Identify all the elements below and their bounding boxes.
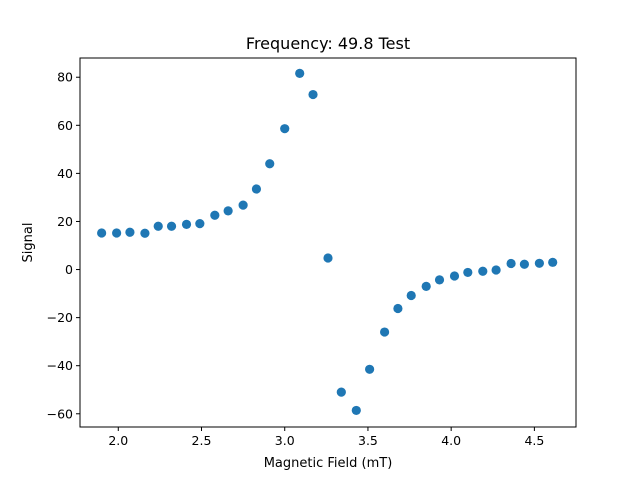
y-tick-label: 40: [57, 166, 73, 181]
x-tick-label: 3.5: [358, 433, 378, 448]
x-tick-label: 4.0: [441, 433, 461, 448]
y-tick-label: 0: [65, 262, 73, 277]
data-point: [478, 266, 488, 276]
data-point: [295, 68, 305, 78]
y-tick-label: −60: [47, 406, 73, 421]
data-point: [519, 259, 530, 269]
plot-frame: [79, 57, 577, 428]
data-point: [308, 89, 318, 100]
data-point: [434, 275, 445, 285]
y-tick-label: −20: [47, 310, 73, 325]
data-point: [223, 206, 233, 216]
data-point: [181, 219, 192, 229]
y-tick-label: −40: [47, 358, 73, 373]
data-point: [210, 210, 220, 220]
data-point: [491, 265, 501, 275]
x-tick-label: 3.0: [275, 433, 295, 448]
data-point: [280, 124, 290, 134]
data-point: [463, 267, 473, 278]
data-point: [421, 281, 431, 291]
y-tick-label: 80: [57, 70, 73, 85]
data-point: [406, 290, 416, 301]
data-point: [195, 219, 205, 229]
scatter-points: [97, 68, 558, 416]
data-point: [393, 303, 403, 314]
x-tick-label: 4.5: [524, 433, 544, 448]
data-point: [365, 364, 375, 374]
data-point: [166, 221, 177, 231]
x-tick-label: 2.5: [192, 433, 212, 448]
y-tick-label: 20: [57, 214, 73, 229]
x-tick-label: 2.0: [108, 433, 128, 448]
y-tick-label: 60: [57, 118, 73, 133]
data-point: [336, 387, 346, 397]
data-point: [323, 253, 333, 263]
data-point: [238, 200, 248, 210]
data-point: [112, 228, 122, 238]
data-point: [379, 327, 390, 337]
data-point: [265, 159, 275, 169]
data-point: [449, 271, 460, 281]
data-point: [140, 228, 150, 238]
chart-title: Frequency: 49.8 Test: [246, 34, 410, 53]
data-point: [251, 184, 262, 194]
data-point: [548, 257, 558, 267]
data-point: [97, 228, 107, 238]
data-point: [125, 227, 135, 237]
y-axis-label: Signal: [21, 223, 36, 263]
data-point: [506, 258, 516, 269]
y-axis-ticks: −60 −40 −20 0 20 40 60 80: [47, 70, 80, 421]
x-axis-ticks: 2.0 2.5 3.0 3.5 4.0 4.5: [108, 427, 544, 448]
data-point: [153, 221, 163, 231]
data-point: [351, 405, 361, 416]
data-point: [534, 258, 544, 268]
x-axis-label: Magnetic Field (mT): [264, 456, 393, 471]
